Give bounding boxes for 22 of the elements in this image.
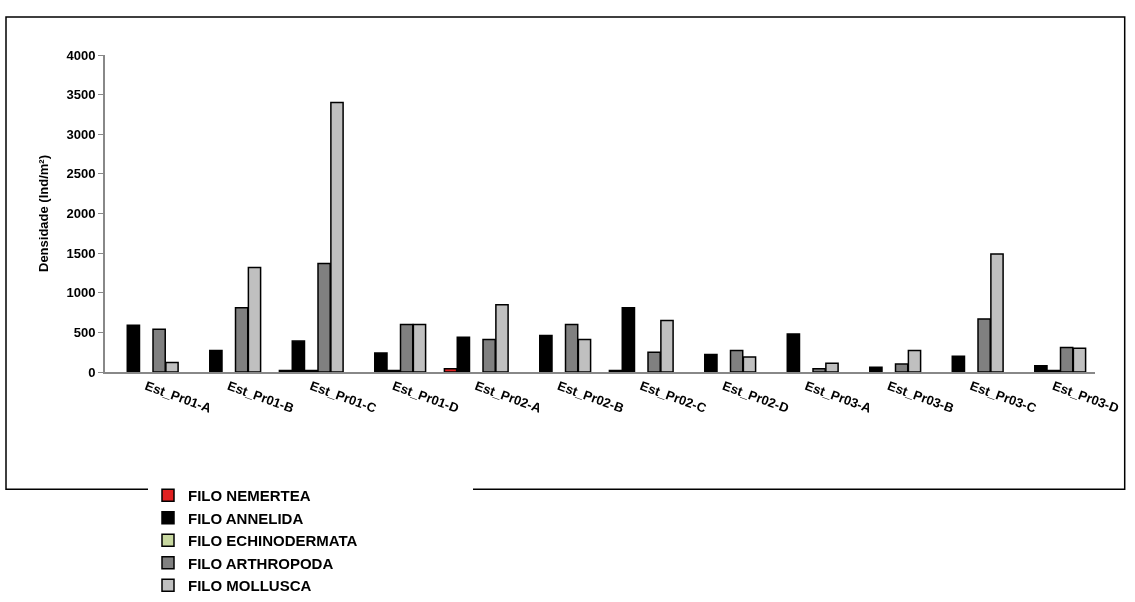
legend-label: FILO ANNELIDA xyxy=(188,509,304,527)
y-axis-title: Densidade (Ind/m²) xyxy=(35,154,51,273)
bar xyxy=(704,353,718,372)
y-tick-label: 4000 xyxy=(66,47,96,63)
y-tick-label: 2500 xyxy=(66,166,96,182)
y-tick-label: 1500 xyxy=(66,245,96,261)
bar xyxy=(126,324,141,372)
bar xyxy=(209,349,223,372)
legend-label: FILO ECHINODERMATA xyxy=(188,532,358,550)
bar xyxy=(539,334,553,372)
y-tick-label: 2000 xyxy=(66,206,96,222)
legend-label: FILO NEMERTEA xyxy=(188,487,311,505)
y-tick-label: 3000 xyxy=(66,126,96,142)
y-tick-label: 0 xyxy=(88,364,96,380)
bar xyxy=(869,366,883,372)
y-tick-label: 3500 xyxy=(66,87,96,103)
bar xyxy=(786,333,801,372)
y-tick-label: 1000 xyxy=(66,285,96,301)
bar xyxy=(951,355,966,372)
legend-label: FILO ARTHROPODA xyxy=(188,554,334,572)
y-tick-label: 500 xyxy=(73,324,96,340)
legend-label: FILO MOLLUSCA xyxy=(188,577,312,595)
